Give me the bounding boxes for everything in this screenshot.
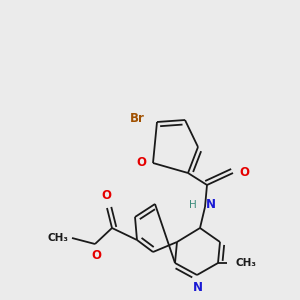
Text: CH₃: CH₃ xyxy=(47,233,68,243)
Text: Br: Br xyxy=(130,112,145,124)
Text: O: O xyxy=(91,249,101,262)
Text: H: H xyxy=(189,200,197,210)
Text: CH₃: CH₃ xyxy=(235,258,256,268)
Text: O: O xyxy=(136,157,146,169)
Text: O: O xyxy=(101,189,111,202)
Text: N: N xyxy=(193,281,203,294)
Text: N: N xyxy=(206,199,216,212)
Text: O: O xyxy=(239,167,249,179)
